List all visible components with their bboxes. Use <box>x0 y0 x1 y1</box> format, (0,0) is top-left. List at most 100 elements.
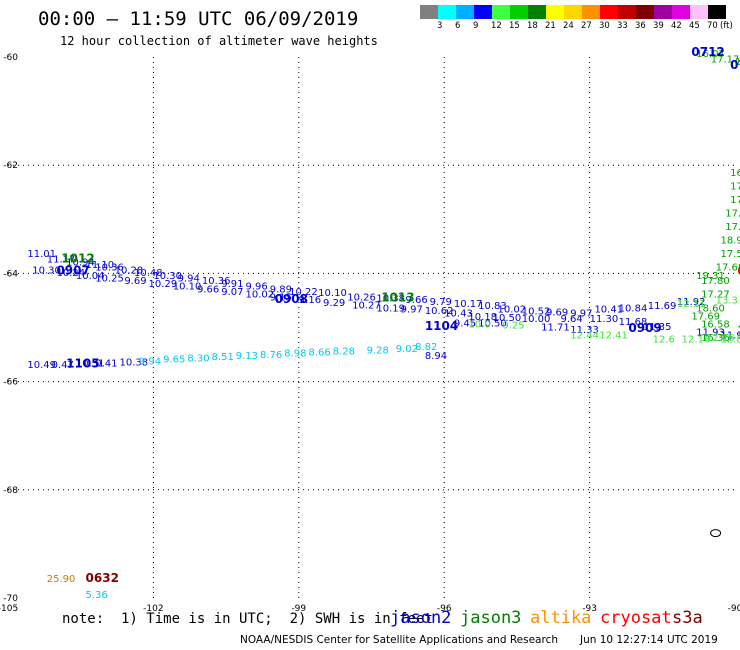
wave-height-label: 10.02 <box>498 304 527 315</box>
lon-tick-label: -105 <box>0 604 18 614</box>
wave-height-label: 0.47 <box>52 360 74 371</box>
wave-height-label: 10.04 <box>76 271 105 282</box>
legend-swatch <box>474 5 492 19</box>
wave-height-label: 17.49 <box>725 222 740 233</box>
wave-height-label: 12.16 <box>682 335 711 346</box>
wave-height-label: 12.11 <box>677 299 706 310</box>
legend-tick-label: 70 <box>707 21 718 31</box>
wave-height-label: 9.94 <box>178 274 200 285</box>
wave-height-label: 11.92 <box>677 297 706 308</box>
wave-height-label: 17.68 <box>716 263 740 274</box>
wave-height-label: 17.52 <box>720 249 740 260</box>
legend-swatch <box>420 5 438 19</box>
wave-height-label: 10.52 <box>522 307 551 318</box>
wave-height-label: 9.28 <box>367 345 389 356</box>
lat-tick-label: -62 <box>3 161 18 171</box>
legend-tick-label: 45 <box>689 21 700 31</box>
wave-height-label: 17.41 <box>730 182 740 193</box>
wave-height-label: 9.79 <box>430 297 452 308</box>
legend-tick-label: 24 <box>563 21 574 31</box>
wave-height-label: 9.29 <box>323 298 345 309</box>
wave-height-label: 9.15 <box>270 292 292 303</box>
legend-tick-label: 39 <box>653 21 664 31</box>
wave-height-label: 9.97 <box>401 304 423 315</box>
wave-height-label: 10.41 <box>594 304 623 315</box>
wave-height-label: 10.83 <box>478 301 507 312</box>
wave-height-label: 11.17 <box>47 255 76 266</box>
wave-height-label: 10.22 <box>289 287 318 298</box>
wave-height-label: 9.45 <box>454 318 476 329</box>
wave-height-label: 8.98 <box>284 349 306 360</box>
legend-swatch <box>492 5 510 19</box>
color-legend <box>420 5 726 19</box>
wave-height-label: 10.29 <box>149 279 178 290</box>
wave-height-label: 8.51 <box>212 352 234 363</box>
wave-height-label: 9.02 <box>396 344 418 355</box>
legend-swatch <box>672 5 690 19</box>
wave-height-label: 8.30 <box>187 354 209 365</box>
wave-height-label: 11.71 <box>541 323 570 334</box>
wave-height-label: 10.10 <box>318 288 347 299</box>
lon-tick-label: -96 <box>437 604 452 614</box>
wave-height-label: 10.38 <box>119 357 148 368</box>
pass-time-label: 0 <box>737 264 740 278</box>
legend-swatch <box>636 5 654 19</box>
wave-height-label: 12.41 <box>599 330 628 341</box>
pass-time-label: 1104 <box>425 319 458 333</box>
pass-time-label: 16 <box>737 324 740 338</box>
wave-height-label: 12.80 <box>720 335 740 346</box>
legend-tick-label: 33 <box>617 21 628 31</box>
lat-tick-label: -64 <box>3 269 18 279</box>
pass-time-label: 0909 <box>628 321 661 335</box>
legend-tick-label: 3 <box>437 21 443 31</box>
wave-height-label: 8.82 <box>415 342 437 353</box>
wave-height-label: 10.38 <box>376 294 405 305</box>
wave-height-label: 10.17 <box>454 299 483 310</box>
wave-height-label: 11.10 <box>86 260 115 271</box>
pass-time-label: 0907 <box>56 263 89 277</box>
legend-tick-label: 12 <box>491 21 502 31</box>
lon-tick-label: -99 <box>291 604 306 614</box>
satellite-label-s3a: s3a <box>672 608 703 628</box>
wave-height-label: 5.36 <box>86 590 108 601</box>
legend-swatch <box>708 5 726 19</box>
lat-tick-label: -68 <box>3 486 18 496</box>
wave-height-label: 10.50 <box>478 318 507 329</box>
pass-time-label: 0712 <box>691 45 724 59</box>
wave-height-label: 10.28 <box>115 265 144 276</box>
satellite-label-cryosat: cryosat <box>600 608 672 628</box>
wave-height-label: 9.91 <box>221 279 243 290</box>
credit-text: NOAA/NESDIS Center for Satellite Applica… <box>240 634 558 646</box>
wave-height-label: 16.36 <box>701 333 730 344</box>
wave-height-label: 10.24 <box>56 268 85 279</box>
wave-height-label: 10.62 <box>425 306 454 317</box>
legend-tick-label: 36 <box>635 21 646 31</box>
wave-height-label: 8.28 <box>333 347 355 358</box>
wave-height-label: 9.07 <box>221 287 243 298</box>
wave-height-label: 12.76 <box>706 333 735 344</box>
legend-tick-label: 15 <box>509 21 520 31</box>
credit-timestamp: Jun 10 12:27:14 UTC 2019 <box>580 634 718 646</box>
lat-tick-label: -66 <box>3 378 18 388</box>
wave-height-label: 18.90 <box>720 236 740 247</box>
wave-height-label: 11.01 <box>27 249 56 260</box>
wave-height-label: 12.44 <box>570 330 599 341</box>
wave-height-label: 9.69 <box>546 308 568 319</box>
wave-height-label: 17.27 <box>701 290 730 301</box>
legend-tick-label: 30 <box>599 21 610 31</box>
footer-note: note: 1) Time is in UTC; 2) SWH is in fe… <box>62 611 433 627</box>
wave-height-label: 10.19 <box>376 303 405 314</box>
wave-height-label: 8.94 <box>425 351 447 362</box>
wave-height-label: 11.95 <box>720 330 740 341</box>
wave-height-label: 10.30 <box>153 271 182 282</box>
legend-tick-label: 42 <box>671 21 682 31</box>
pass-time-label: 0908 <box>275 292 308 306</box>
wave-height-label: 10.31 <box>76 358 105 369</box>
legend-tick-label: 18 <box>527 21 538 31</box>
legend-tick-label: 27 <box>581 21 592 31</box>
legend-swatch <box>546 5 564 19</box>
legend-swatch <box>528 5 546 19</box>
wave-height-label: 10.02 <box>245 290 274 301</box>
lat-tick-label: -70 <box>3 594 18 604</box>
